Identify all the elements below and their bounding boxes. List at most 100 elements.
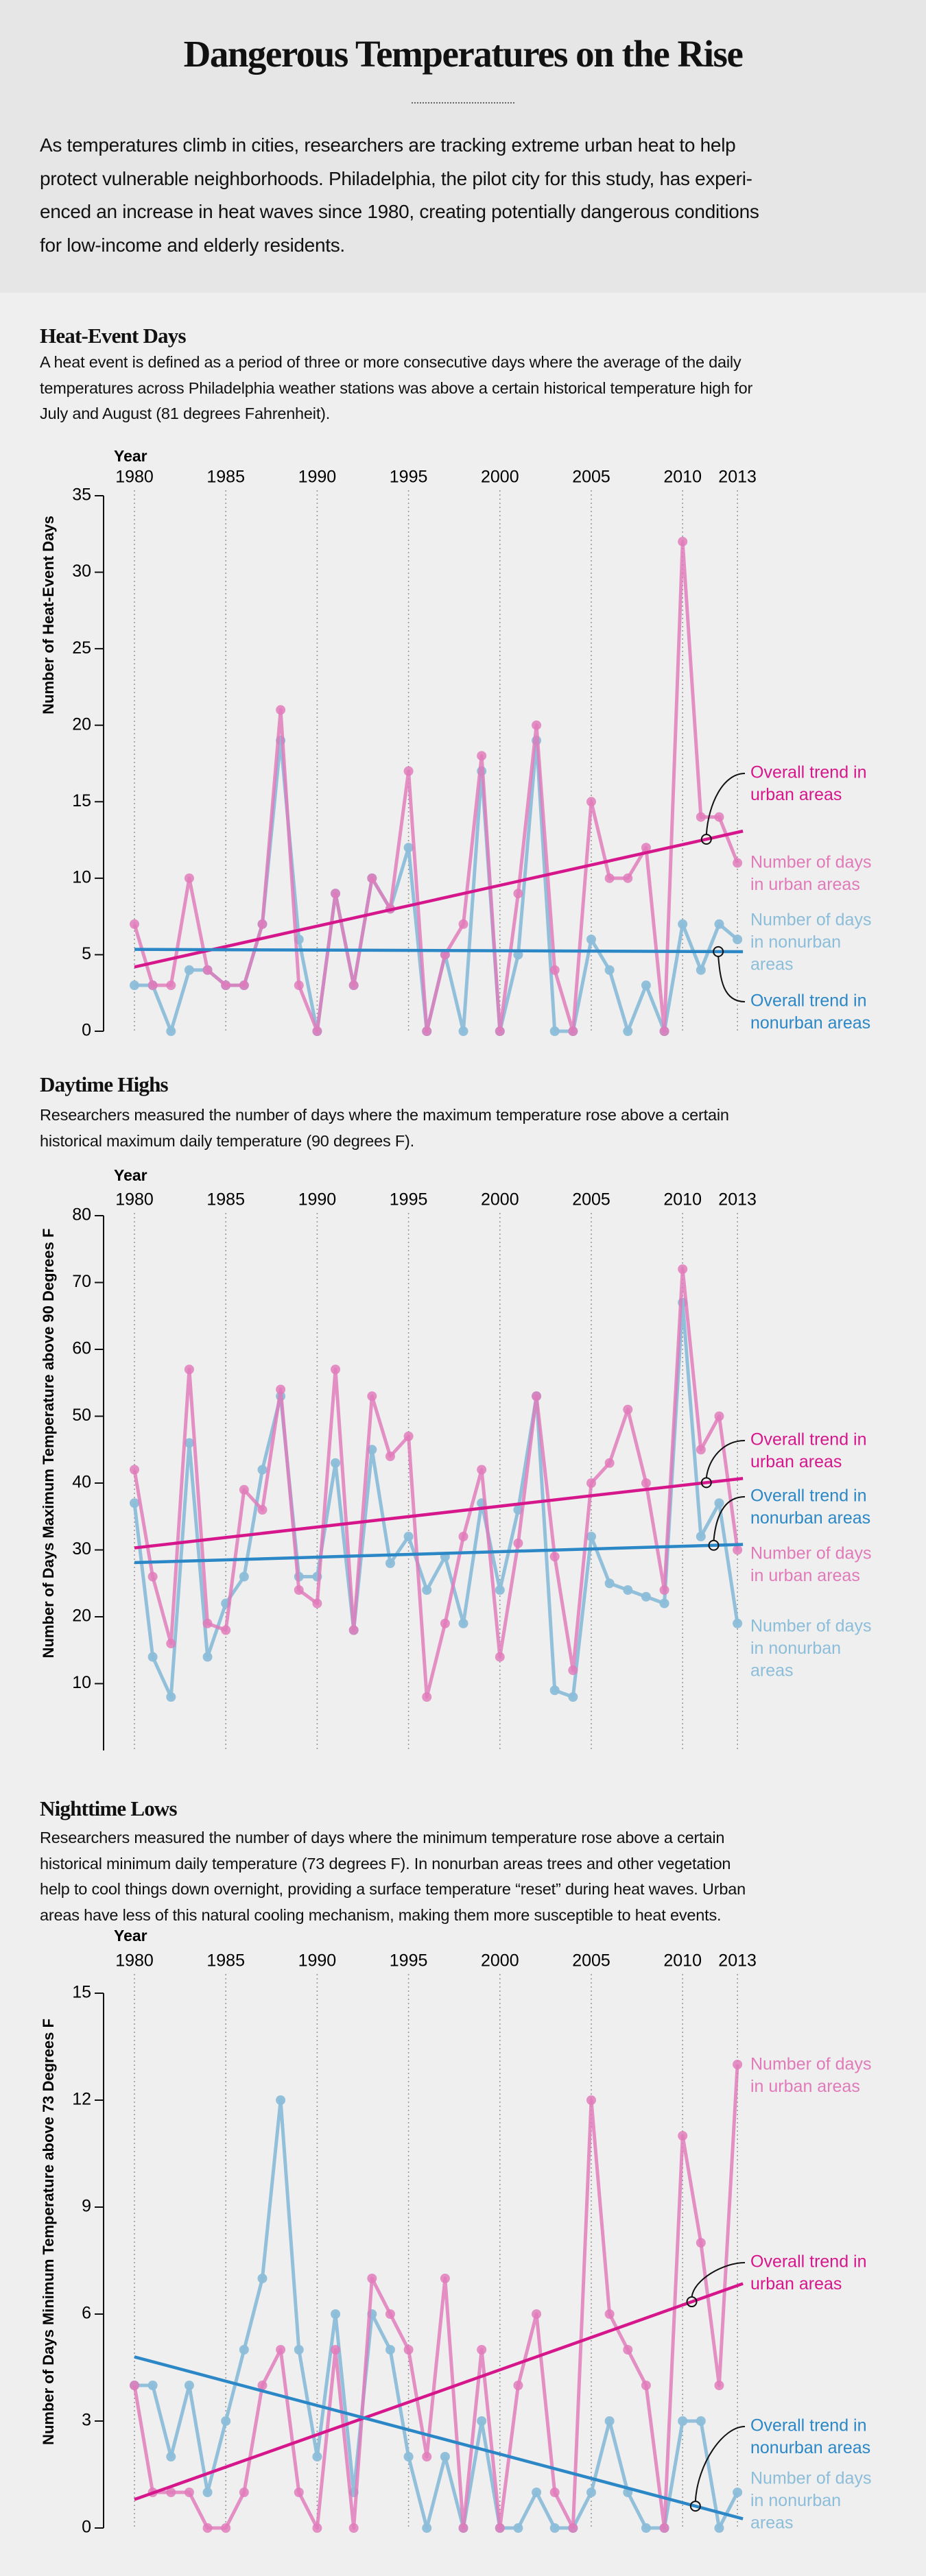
urban-data-point xyxy=(659,1026,669,1036)
urban-data-point xyxy=(532,2309,542,2319)
nonurban-trend-line xyxy=(134,2355,744,2520)
nonurban-data-point xyxy=(641,2523,651,2533)
nonurban-data-point xyxy=(147,2381,158,2390)
urban-data-point xyxy=(166,980,176,991)
urban-data-point xyxy=(513,889,523,899)
nonurban-data-point xyxy=(733,1618,743,1628)
intro-paragraph: As temperatures climb in cities, researc… xyxy=(40,129,904,262)
urban-data-point xyxy=(348,1625,359,1635)
urban-data-point xyxy=(513,1538,523,1548)
nonurban-data-point xyxy=(604,1578,615,1589)
x-tick-label: 2000 xyxy=(481,468,519,487)
urban-data-point xyxy=(403,1431,414,1441)
urban-data-point xyxy=(733,858,743,868)
nonurban-data-point xyxy=(239,1572,249,1582)
urban-data-point xyxy=(458,1532,468,1541)
nonurban-data-point xyxy=(696,2416,706,2426)
urban-data-point xyxy=(549,1552,560,1562)
nonurban-data-point xyxy=(385,2345,395,2355)
nonurban-data-point xyxy=(403,843,414,853)
urban-data-point xyxy=(623,873,633,883)
label-urban-trend: Overall trend in xyxy=(750,1430,867,1449)
desc-line: historical maximum daily temperature (90… xyxy=(40,1131,414,1150)
desc-line: help to cool things down overnight, prov… xyxy=(40,1880,746,1898)
urban-data-point xyxy=(257,919,268,929)
label-nonurban-days: in nonurban xyxy=(750,2491,841,2510)
label-nonurban-trend: Overall trend in xyxy=(750,2416,867,2435)
y-tick-label: 25 xyxy=(72,638,91,658)
nonurban-series-line xyxy=(134,2098,739,2530)
urban-data-point xyxy=(733,1545,743,1555)
urban-data-point xyxy=(586,797,596,807)
header: Dangerous Temperatures on the Rise As te… xyxy=(0,0,926,293)
nonurban-data-point xyxy=(586,2488,596,2497)
section-desc-daytime-highs: Researchers measured the number of days … xyxy=(40,1103,729,1154)
x-tick-label: 2000 xyxy=(481,1190,519,1209)
y-tick-label: 0 xyxy=(82,2518,91,2537)
y-tick-label: 50 xyxy=(72,1406,91,1425)
nonurban-data-point xyxy=(586,935,596,945)
nonurban-data-point xyxy=(130,1498,139,1508)
urban-data-point xyxy=(385,2309,395,2319)
chart-1: Year 1980 1985 1990 1995 2000 2005 2010 2013 0 5 10… xyxy=(40,447,872,1040)
trend-marker-icon xyxy=(700,1477,712,1489)
urban-data-point xyxy=(532,720,542,730)
x-tick-label: 1985 xyxy=(206,468,245,487)
nonurban-data-point xyxy=(403,1532,414,1541)
label-urban-trend: urban areas xyxy=(750,785,842,804)
urban-data-point xyxy=(604,1458,615,1468)
urban-data-point xyxy=(549,965,560,975)
urban-data-point xyxy=(549,2488,560,2497)
nonurban-data-point xyxy=(166,2452,176,2461)
urban-data-point xyxy=(495,1026,505,1036)
x-tick-label: 1990 xyxy=(298,1190,337,1209)
label-nonurban-days: areas xyxy=(750,2514,794,2533)
urban-data-point xyxy=(477,1465,487,1475)
label-urban-days: Number of days xyxy=(750,1544,871,1563)
nonurban-data-point xyxy=(184,1438,194,1448)
urban-data-point xyxy=(385,1452,395,1461)
x-tick-label: 1980 xyxy=(115,468,154,487)
trend-marker-icon xyxy=(689,2501,701,2512)
x-tick-label: 1985 xyxy=(206,1190,245,1209)
urban-data-point xyxy=(568,1665,578,1675)
nonurban-data-point xyxy=(458,1026,468,1036)
nonurban-trend-line xyxy=(134,948,744,954)
label-urban-trend: urban areas xyxy=(750,2274,842,2294)
nonurban-data-point xyxy=(641,1591,651,1602)
leader-line xyxy=(705,1440,746,1478)
y-tick-label: 6 xyxy=(82,2304,91,2323)
urban-trend-line xyxy=(134,2282,744,2501)
x-tick-label: 2013 xyxy=(718,1951,757,1971)
urban-data-point xyxy=(714,1411,724,1421)
desc-line: A heat event is defined as a period of t… xyxy=(40,353,741,371)
nonurban-data-point xyxy=(714,2523,724,2533)
nonurban-data-point xyxy=(312,2452,322,2461)
label-nonurban-days: Number of days xyxy=(750,911,871,930)
urban-data-point xyxy=(294,2488,304,2497)
urban-data-point xyxy=(403,2345,414,2355)
urban-data-point xyxy=(422,1692,432,1702)
urban-data-point xyxy=(348,2523,359,2533)
label-nonurban-trend: nonurban areas xyxy=(750,1013,870,1033)
trend-marker-icon xyxy=(686,2296,698,2308)
y-tick-label: 70 xyxy=(72,1272,91,1291)
nonurban-data-point xyxy=(257,1465,268,1475)
urban-data-point xyxy=(641,1478,651,1488)
label-nonurban-days: Number of days xyxy=(750,1617,871,1636)
y-tick-label: 10 xyxy=(72,1673,91,1692)
urban-data-point xyxy=(312,2523,322,2533)
y-axis-title: Number of Days Minimum Temperature above… xyxy=(40,2019,57,2445)
nonurban-data-point xyxy=(623,1585,633,1595)
x-tick-label: 1995 xyxy=(390,468,428,487)
urban-data-point xyxy=(312,1026,322,1036)
desc-line: July and August (81 degrees Fahrenheit). xyxy=(40,405,331,422)
urban-data-point xyxy=(440,950,450,960)
urban-data-point xyxy=(733,2060,743,2069)
leader-line xyxy=(705,773,746,835)
x-tick-label: 2013 xyxy=(718,468,757,487)
leader-line xyxy=(694,2426,746,2502)
urban-data-point xyxy=(422,1026,432,1036)
nonurban-data-point xyxy=(257,2274,268,2283)
y-tick-label: 3 xyxy=(82,2411,91,2430)
